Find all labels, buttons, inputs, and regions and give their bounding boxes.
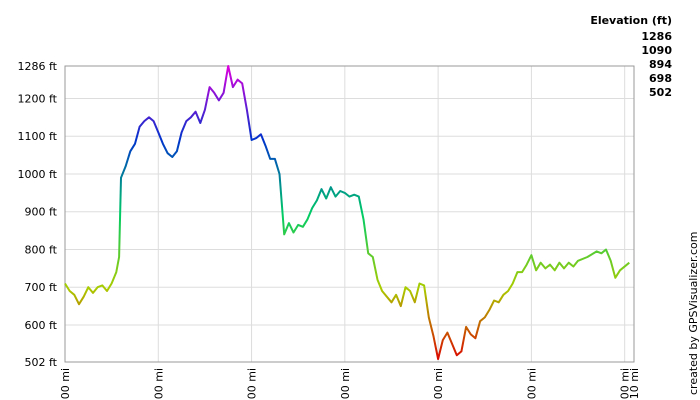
x-tick-label: 5.00 mi [525,368,538,400]
legend-value: 1286 [641,30,672,43]
x-tick-label: 4.00 mi [432,368,445,400]
plot-border [64,65,635,363]
legend-value: 698 [649,72,672,85]
legend-value: 502 [649,86,672,99]
legend-value: 894 [649,58,672,71]
credit: created by GPSVisualizer.com [687,232,700,395]
elevation-line [64,65,630,360]
x-tick-label: 1.00 mi [152,368,165,400]
y-tick-label: 600 ft [25,319,58,332]
x-tick-label: 6.10 mi [628,368,641,400]
y-tick-label: 700 ft [25,281,58,294]
x-tick-label: 2.00 mi [246,368,259,400]
y-tick-label: 900 ft [25,206,58,219]
y-tick-label: 1286 ft [18,60,58,73]
x-tick-label: 6.00 mi [619,368,632,400]
x-tick-label: 3.00 mi [339,368,352,400]
y-tick-label: 1100 ft [18,130,58,143]
legend-value: 1090 [641,44,672,57]
y-tick-label: 1000 ft [18,168,58,181]
y-tick-label: 800 ft [25,243,58,256]
y-tick-label: 502 ft [25,356,58,369]
y-tick-label: 1200 ft [18,92,58,105]
legend-title: Elevation (ft) [590,14,672,27]
x-tick-label: 0.00 mi [59,368,72,400]
